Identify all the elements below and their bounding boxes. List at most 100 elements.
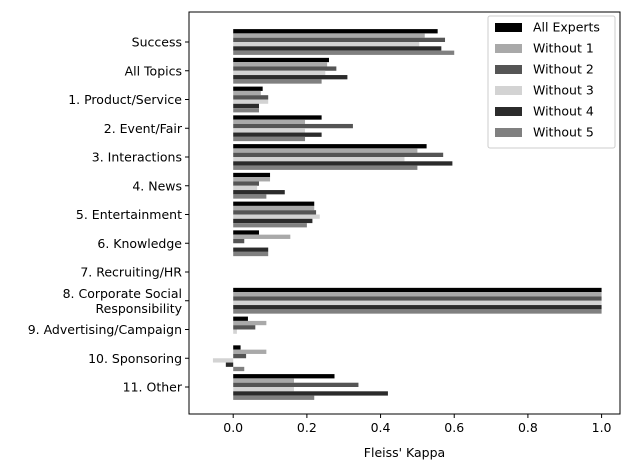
- bar-11-series-4: [233, 329, 237, 334]
- legend-swatch: [495, 65, 522, 74]
- bar-6-series-3: [233, 181, 259, 186]
- bar-3-series-6: [233, 108, 259, 113]
- bar-11-series-3: [233, 325, 256, 330]
- bar-2-series-6: [233, 79, 322, 84]
- legend: All Experts Without 1 Without 2 Without 3 Wi…: [487, 15, 616, 149]
- legend-swatch: [495, 128, 522, 137]
- bar-7-series-3: [233, 210, 317, 215]
- bar-10-series-5: [233, 305, 602, 310]
- bar-10-series-3: [233, 296, 602, 301]
- x-axis-label: Fleiss' Kappa: [364, 445, 445, 460]
- bar-12-series-1: [233, 345, 241, 350]
- plot-frame: [188, 11, 621, 415]
- bar-13-series-6: [233, 395, 315, 400]
- bar-13-series-2: [233, 378, 294, 383]
- bar-2-series-3: [233, 66, 337, 71]
- bar-1-series-1: [233, 29, 438, 34]
- y-tick-label: 3. Interactions: [92, 150, 182, 165]
- y-tick-label: 8. Corporate Social Responsibility: [63, 286, 183, 316]
- bar-10-series-2: [233, 292, 602, 297]
- y-tick-label: 1. Product/Service: [68, 92, 182, 107]
- legend-label: Without 5: [533, 125, 594, 140]
- x-tick-label: 0.6: [444, 420, 464, 435]
- bar-6-series-1: [233, 172, 271, 178]
- y-tick-label: 5. Entertainment: [76, 207, 182, 222]
- bar-1-series-4: [233, 42, 420, 47]
- legend-label: Without 3: [533, 83, 594, 98]
- legend-label: All Experts: [533, 20, 600, 35]
- bar-4-series-5: [233, 132, 322, 137]
- bar-4-series-1: [233, 115, 322, 120]
- bar-13-series-1: [233, 374, 335, 379]
- bar-4-series-2: [233, 119, 306, 124]
- y-axis: Success All Topics 1. Product/Service 2. Ev…: [28, 35, 189, 395]
- bar-5-series-5: [233, 161, 453, 166]
- bar-2-series-2: [233, 62, 328, 67]
- bar-5-series-6: [233, 165, 418, 170]
- bar-11-series-2: [233, 320, 267, 326]
- bar-7-series-5: [233, 218, 313, 224]
- y-tick-label: 10. Sponsoring: [88, 351, 182, 366]
- bar-8-series-3: [233, 238, 245, 244]
- bar-1-series-5: [233, 46, 442, 51]
- bar-10-series-6: [233, 309, 602, 314]
- bar-5-series-2: [233, 148, 418, 153]
- y-tick-label: 7. Recruiting/HR: [80, 265, 182, 280]
- bar-8-series-6: [233, 251, 269, 257]
- y-tick-label: 2. Event/Fair: [104, 121, 183, 136]
- x-tick-label: 1.0: [592, 420, 612, 435]
- y-tick-label: 4. News: [132, 178, 182, 193]
- x-tick-label: 0.0: [223, 420, 243, 435]
- bar-12-series-4: [212, 358, 234, 363]
- bar-3-series-2: [233, 90, 261, 96]
- legend-swatch: [495, 44, 522, 53]
- bar-6-series-6: [233, 194, 267, 199]
- bar-5-series-3: [233, 152, 444, 157]
- y-tick-label: All Topics: [125, 63, 182, 78]
- bar-2-series-1: [233, 57, 329, 63]
- bar-3-series-5: [233, 103, 259, 109]
- bar-3-series-1: [233, 86, 263, 91]
- bar-2-series-5: [233, 75, 348, 80]
- legend-swatch: [495, 23, 522, 32]
- bar-12-series-3: [233, 353, 247, 359]
- bar-6-series-4: [233, 185, 258, 191]
- bar-11-series-1: [233, 316, 248, 321]
- bar-12-series-2: [233, 349, 267, 354]
- bar-1-series-3: [233, 37, 446, 42]
- bar-13-series-5: [233, 391, 388, 396]
- bar-8-series-5: [233, 247, 269, 252]
- bar-5-series-1: [233, 144, 427, 149]
- bar-4-series-6: [233, 136, 306, 142]
- x-axis: 0.0 0.2 0.4 0.6 0.8 1.0: [223, 414, 612, 435]
- bar-13-series-3: [233, 382, 359, 387]
- bar-1-series-2: [233, 33, 425, 38]
- x-tick-label: 0.8: [518, 420, 538, 435]
- legend-label: Without 4: [533, 104, 594, 119]
- legend-swatch: [495, 86, 522, 95]
- bar-7-series-6: [233, 223, 307, 228]
- bar-2-series-4: [233, 70, 326, 76]
- bar-7-series-2: [233, 205, 315, 211]
- y-tick-label: 6. Knowledge: [97, 236, 182, 251]
- bar-6-series-2: [233, 177, 271, 182]
- legend-label: Without 2: [533, 62, 594, 77]
- legend-label: Without 1: [533, 41, 594, 56]
- bar-13-series-4: [233, 387, 294, 392]
- bar-5-series-4: [233, 157, 405, 162]
- bar-4-series-4: [233, 128, 306, 133]
- bar-7-series-1: [233, 201, 315, 206]
- bar-4-series-3: [233, 123, 353, 129]
- bar-10-series-1: [233, 287, 602, 293]
- x-tick-label: 0.4: [371, 420, 391, 435]
- y-tick-label: 11. Other: [123, 380, 183, 395]
- bar-12-series-5: [225, 362, 234, 367]
- bars-layer: [212, 29, 602, 400]
- bar-8-series-2: [233, 234, 291, 239]
- bar-12-series-6: [233, 366, 245, 372]
- bar-6-series-5: [233, 190, 285, 195]
- bar-8-series-1: [233, 230, 259, 235]
- bar-3-series-4: [233, 99, 269, 104]
- y-tick-label: Success: [132, 35, 182, 50]
